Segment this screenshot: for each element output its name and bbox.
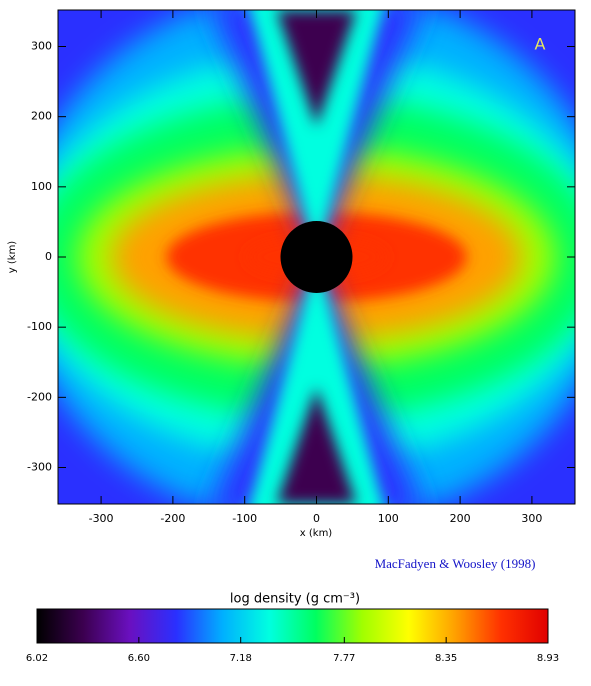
y-tick-label: 100 — [31, 180, 52, 193]
y-tick-label: -300 — [27, 461, 52, 474]
x-axis-label: x (km) — [300, 528, 333, 539]
y-axis-label: y (km) — [7, 241, 18, 274]
polar-funnel — [250, 257, 383, 504]
colorbar-label: log density (g cm⁻³) — [230, 592, 360, 607]
colorbar-tick-label: 7.18 — [230, 653, 252, 664]
x-tick-label: -200 — [160, 512, 185, 525]
x-tick-label: -300 — [89, 512, 114, 525]
x-tick-label: 100 — [378, 512, 399, 525]
x-tick-label: -100 — [232, 512, 257, 525]
polar-cavity — [276, 10, 357, 127]
colorbar-tick-label: 6.02 — [26, 653, 48, 664]
polar-funnel — [250, 10, 383, 257]
x-tick-label: 0 — [313, 512, 320, 525]
polar-cavity — [276, 387, 357, 504]
y-tick-label: 200 — [31, 110, 52, 123]
central-object — [280, 221, 353, 293]
y-tick-label: -100 — [27, 320, 52, 333]
colorbar-tick-label: 8.93 — [537, 653, 559, 664]
colorbar-tick-label: 6.60 — [128, 653, 150, 664]
y-tick-label: -200 — [27, 390, 52, 403]
density-field — [58, 10, 575, 504]
panel-label: A — [535, 35, 546, 54]
y-tick-label: 0 — [45, 250, 52, 263]
x-tick-label: 200 — [450, 512, 471, 525]
colorbar — [36, 608, 549, 644]
x-tick-label: 300 — [521, 512, 542, 525]
colorbar-tick-label: 7.77 — [333, 653, 355, 664]
credit: MacFadyen & Woosley (1998) — [375, 556, 536, 571]
y-tick-label: 300 — [31, 39, 52, 52]
colorbar-tick-label: 8.35 — [435, 653, 457, 664]
